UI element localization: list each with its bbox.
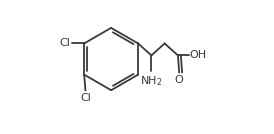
Text: Cl: Cl (80, 93, 91, 103)
Text: O: O (175, 75, 184, 85)
Text: OH: OH (190, 50, 207, 60)
Text: Cl: Cl (59, 38, 70, 49)
Text: NH$_2$: NH$_2$ (140, 74, 163, 88)
